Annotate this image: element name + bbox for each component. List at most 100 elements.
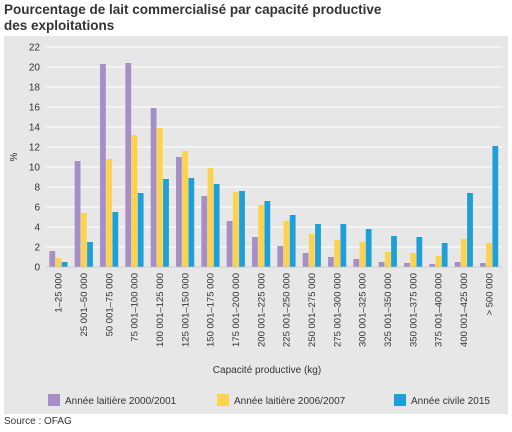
bar [410, 253, 417, 267]
bar [226, 221, 233, 267]
bar [359, 242, 366, 267]
bar [315, 224, 321, 267]
bar [441, 243, 448, 267]
x-tick-label: 75 001–100 000 [130, 273, 141, 342]
legend-label: Année laitière 2000/2001 [65, 396, 177, 407]
bar [391, 236, 397, 267]
bar [416, 237, 423, 267]
x-tick-label: 400 001–425 000 [459, 273, 470, 347]
bar [87, 242, 93, 267]
legend-swatch [48, 394, 60, 406]
bar [308, 234, 315, 267]
y-tick-label: 0 [34, 263, 40, 274]
bar [435, 256, 442, 267]
title-line-1: Pourcentage de lait commercialisé par ca… [4, 2, 382, 17]
x-tick-label: 100 001–125 000 [155, 273, 166, 347]
bar [460, 239, 467, 267]
bar [258, 205, 265, 267]
bar [163, 179, 169, 267]
bar [112, 212, 119, 267]
chart-panel [4, 36, 508, 414]
legend-label: Année laitière 2006/2007 [234, 396, 346, 407]
bar [264, 201, 271, 267]
y-tick-label: 6 [34, 203, 40, 214]
bar [480, 263, 486, 267]
y-tick-label: 14 [29, 123, 41, 134]
bar [302, 253, 309, 267]
bar [176, 157, 182, 267]
x-tick-label: 25 001–50 000 [79, 273, 90, 336]
x-tick-label: 350 001–375 000 [408, 273, 419, 347]
bar [207, 168, 214, 267]
bar [201, 196, 208, 267]
bar [106, 159, 113, 267]
x-tick-label: 200 001–225 000 [256, 273, 267, 347]
x-tick-label: 175 001–200 000 [231, 273, 242, 347]
y-tick-label: 16 [29, 103, 41, 114]
bar [492, 146, 499, 267]
y-tick-label: 2 [34, 243, 40, 254]
bar [49, 251, 56, 267]
bar [188, 178, 195, 267]
bar [182, 151, 189, 267]
chart-title: Pourcentage de lait commercialisé par ca… [4, 2, 504, 34]
x-tick-label: 1–25 000 [54, 273, 65, 313]
bar [150, 108, 157, 267]
bar [213, 184, 220, 267]
grid-layer [46, 46, 502, 268]
x-tick-label: 325 001–350 000 [383, 273, 394, 347]
y-tick-label: 18 [29, 83, 41, 94]
y-tick-label: 10 [29, 163, 41, 174]
x-tick-label: 225 001–250 000 [282, 273, 293, 347]
bar [131, 135, 138, 267]
bar [74, 161, 81, 267]
bar-layer [49, 63, 499, 267]
y-axis-label: % [9, 152, 20, 161]
x-tick-label: 300 001–325 000 [358, 273, 369, 347]
x-tick-label: 150 001–175 000 [206, 273, 217, 347]
x-tick-label: 50 001–75 000 [104, 273, 115, 336]
bar [277, 246, 284, 267]
x-tick-label: 250 001–275 000 [307, 273, 318, 347]
x-axis-label: Capacité productive (kg) [213, 365, 321, 376]
x-tick-label: 275 001–300 000 [332, 273, 343, 347]
legend-layer: Année laitière 2000/2001 Année laitière 2… [48, 394, 490, 407]
bar [137, 193, 144, 267]
y-tick-label: 4 [34, 223, 40, 234]
legend-swatch [217, 394, 229, 406]
bar [454, 262, 461, 267]
bar [340, 224, 347, 267]
bar [156, 128, 163, 267]
bar [353, 259, 360, 267]
bar [334, 240, 341, 267]
y-tick-label: 12 [29, 143, 41, 154]
y-tick-label: 20 [29, 63, 41, 74]
bar [486, 243, 493, 267]
x-tick-label: 375 001–400 000 [434, 273, 445, 347]
x-tick-label: 125 001–150 000 [180, 273, 191, 347]
bar [125, 63, 132, 267]
bar [252, 237, 258, 267]
bar [55, 258, 62, 267]
bar [328, 257, 334, 267]
bar [467, 193, 473, 267]
bar [289, 215, 296, 267]
bar [61, 262, 68, 267]
bar [100, 64, 106, 267]
legend-swatch [394, 394, 406, 406]
bar [404, 263, 410, 267]
x-tick-label: > 500 000 [484, 273, 495, 316]
y-tick-label: 8 [34, 183, 40, 194]
bar [232, 192, 239, 267]
bar [384, 252, 391, 267]
bar [80, 213, 87, 267]
bar [239, 191, 245, 267]
axis-layer: 0 2 4 6 8 10 12 14 16 18 20 22% 1–25 000 25 001–50 00… [9, 43, 502, 376]
title-line-2: des exploitations [4, 18, 115, 33]
bar [429, 264, 436, 267]
source-note: Source : OFAG [4, 416, 72, 427]
bar [283, 221, 290, 267]
bar [378, 262, 385, 267]
y-tick-label: 22 [29, 43, 41, 54]
